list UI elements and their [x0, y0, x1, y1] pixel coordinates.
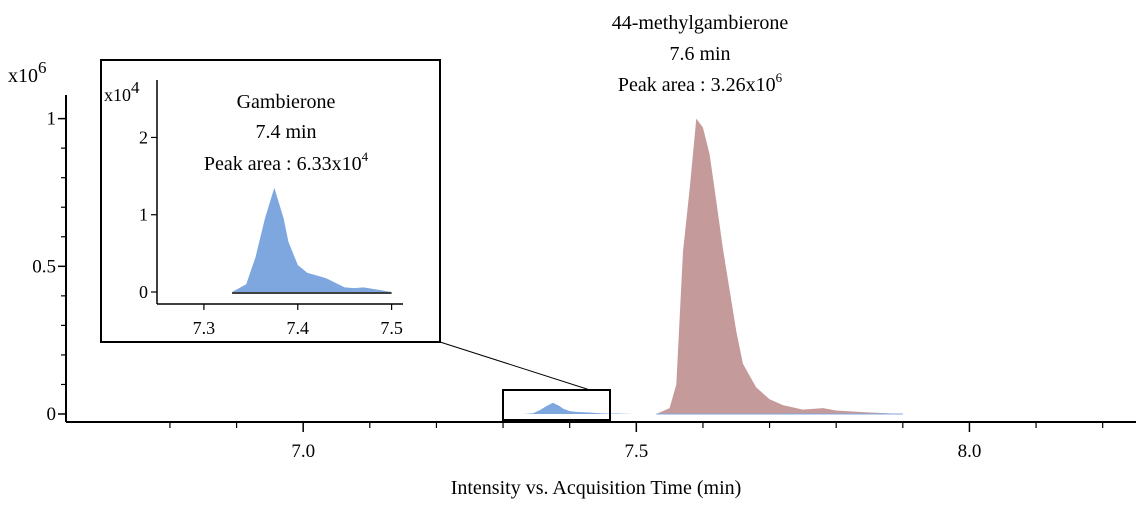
- series-gambierone-area: [523, 402, 637, 414]
- main-peak-area: Peak area : 3.26x106: [618, 70, 783, 96]
- inset-series-gambierone-area: [232, 187, 392, 292]
- inset-peak-area-prefix: Peak area : 6.33x10: [204, 153, 362, 175]
- inset-peak-time: 7.4 min: [255, 121, 316, 143]
- y-tick-label: 0: [47, 404, 57, 425]
- inset-y-tick-label: 2: [139, 127, 148, 147]
- inset-x-tick-label: 7.4: [287, 318, 310, 338]
- inset-peak-area-exponent: 4: [362, 149, 369, 164]
- main-series: [523, 118, 903, 415]
- zoom-box: [502, 389, 611, 421]
- main-y-multiplier: x106: [8, 58, 47, 87]
- main-peak-time: 7.6 min: [669, 43, 730, 65]
- main-peak-annotation: 44-methylgambierone 7.6 min Peak area : …: [612, 12, 789, 96]
- inset-y-tick-label: 0: [139, 282, 148, 302]
- inset-y-multiplier: x104: [104, 78, 140, 105]
- inset-peak-area: Peak area : 6.33x104: [204, 149, 369, 175]
- zoom-indicator: [439, 341, 611, 421]
- x-tick-label: 8.0: [958, 441, 982, 462]
- main-axes: 7.0 7.5 8.0 0 0.5 1: [32, 95, 1136, 462]
- y-tick-label: 0.5: [32, 256, 56, 277]
- main-peak-area-exponent: 6: [776, 70, 783, 85]
- x-axis-title: Intensity vs. Acquisition Time (min): [451, 477, 742, 499]
- main-y-multiplier-exponent: 6: [38, 58, 47, 77]
- series-44-methylgambierone-area: [656, 118, 903, 414]
- inset-y-multiplier-exponent: 4: [131, 78, 140, 97]
- zoom-connector-line: [439, 341, 591, 391]
- y-tick-label: 1: [47, 109, 57, 130]
- inset-peak-name: Gambierone: [237, 91, 336, 113]
- main-peak-name: 44-methylgambierone: [612, 12, 789, 34]
- inset-y-multiplier-base: x10: [104, 85, 131, 105]
- inset-series: [232, 187, 392, 294]
- inset-x-tick-label: 7.3: [193, 318, 216, 338]
- inset-axes: 7.3 7.4 7.5 0 1 2: [139, 80, 403, 338]
- inset-y-tick-label: 1: [139, 205, 148, 225]
- main-y-multiplier-base: x10: [8, 65, 38, 87]
- x-tick-label: 7.5: [624, 441, 648, 462]
- inset-x-tick-label: 7.5: [380, 318, 403, 338]
- x-tick-label: 7.0: [291, 441, 315, 462]
- main-peak-area-prefix: Peak area : 3.26x10: [618, 74, 776, 96]
